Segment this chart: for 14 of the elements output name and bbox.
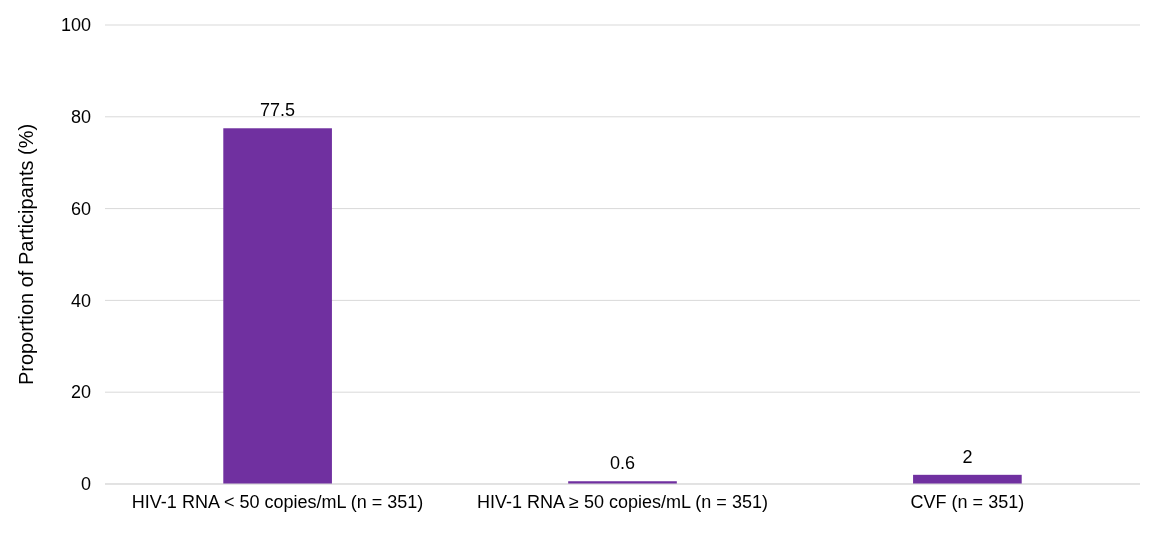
data-label: 77.5 bbox=[260, 100, 296, 121]
y-tick-label: 40 bbox=[70, 290, 91, 311]
data-label: 0.6 bbox=[609, 453, 636, 474]
bar bbox=[223, 128, 332, 484]
y-axis-title: Proportion of Participants (%) bbox=[15, 123, 37, 386]
data-label: 2 bbox=[962, 446, 973, 467]
y-tick-label: 100 bbox=[60, 15, 91, 36]
y-tick-label: 80 bbox=[70, 107, 91, 128]
x-tick-label: HIV-1 RNA ≥ 50 copies/mL (n = 351) bbox=[477, 492, 768, 512]
y-tick-label: 0 bbox=[80, 474, 91, 495]
y-tick-label: 20 bbox=[70, 382, 91, 403]
y-tick-label: 60 bbox=[70, 198, 91, 219]
x-tick-label: CVF (n = 351) bbox=[910, 492, 1025, 512]
x-tick-label: HIV-1 RNA < 50 copies/mL (n = 351) bbox=[131, 492, 424, 512]
